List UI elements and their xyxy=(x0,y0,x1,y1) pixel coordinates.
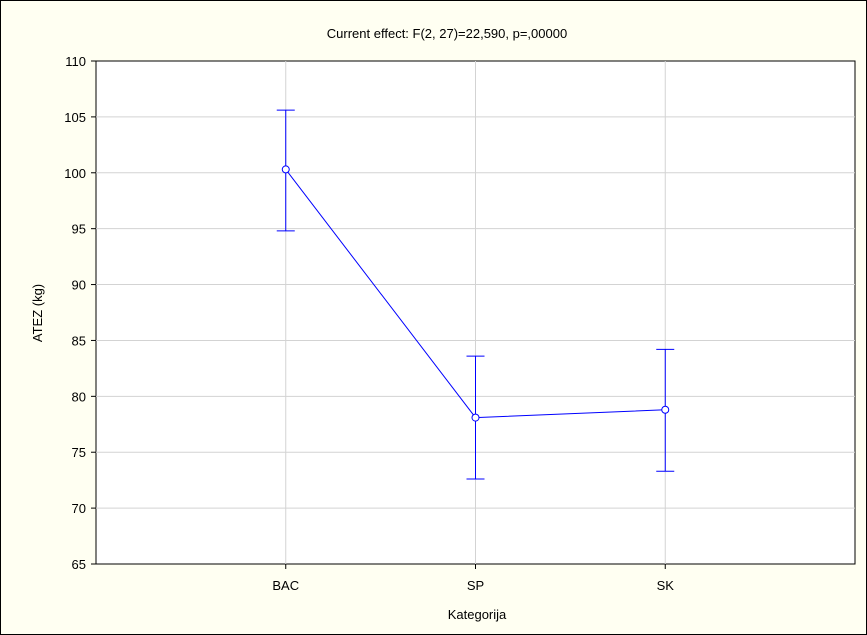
y-tick-label: 90 xyxy=(72,278,86,293)
x-axis-ticks: BAC SP SK xyxy=(272,564,674,593)
y-tick-label: 80 xyxy=(72,389,86,404)
data-point xyxy=(661,405,670,414)
y-axis-label: ATEZ (kg) xyxy=(30,284,45,342)
x-tick-label: BAC xyxy=(272,578,299,593)
data-point xyxy=(471,413,480,422)
x-tick-label: SK xyxy=(657,578,675,593)
x-axis-label: Kategorija xyxy=(448,607,507,622)
y-tick-label: 85 xyxy=(72,333,86,348)
y-axis-ticks: 65 70 75 80 85 90 95 100 105 110 xyxy=(64,54,96,572)
series-group xyxy=(281,165,670,422)
data-point xyxy=(281,165,290,174)
y-tick-label: 65 xyxy=(72,557,86,572)
y-tick-label: 110 xyxy=(65,54,86,69)
x-tick-label: SP xyxy=(467,578,484,593)
y-tick-label: 75 xyxy=(72,445,86,460)
y-tick-label: 95 xyxy=(72,222,86,237)
chart-title: Current effect: F(2, 27)=22,590, p=,0000… xyxy=(327,26,567,41)
y-tick-label: 100 xyxy=(64,166,86,181)
y-tick-label: 70 xyxy=(72,501,86,516)
y-tick-label: 105 xyxy=(64,110,86,125)
